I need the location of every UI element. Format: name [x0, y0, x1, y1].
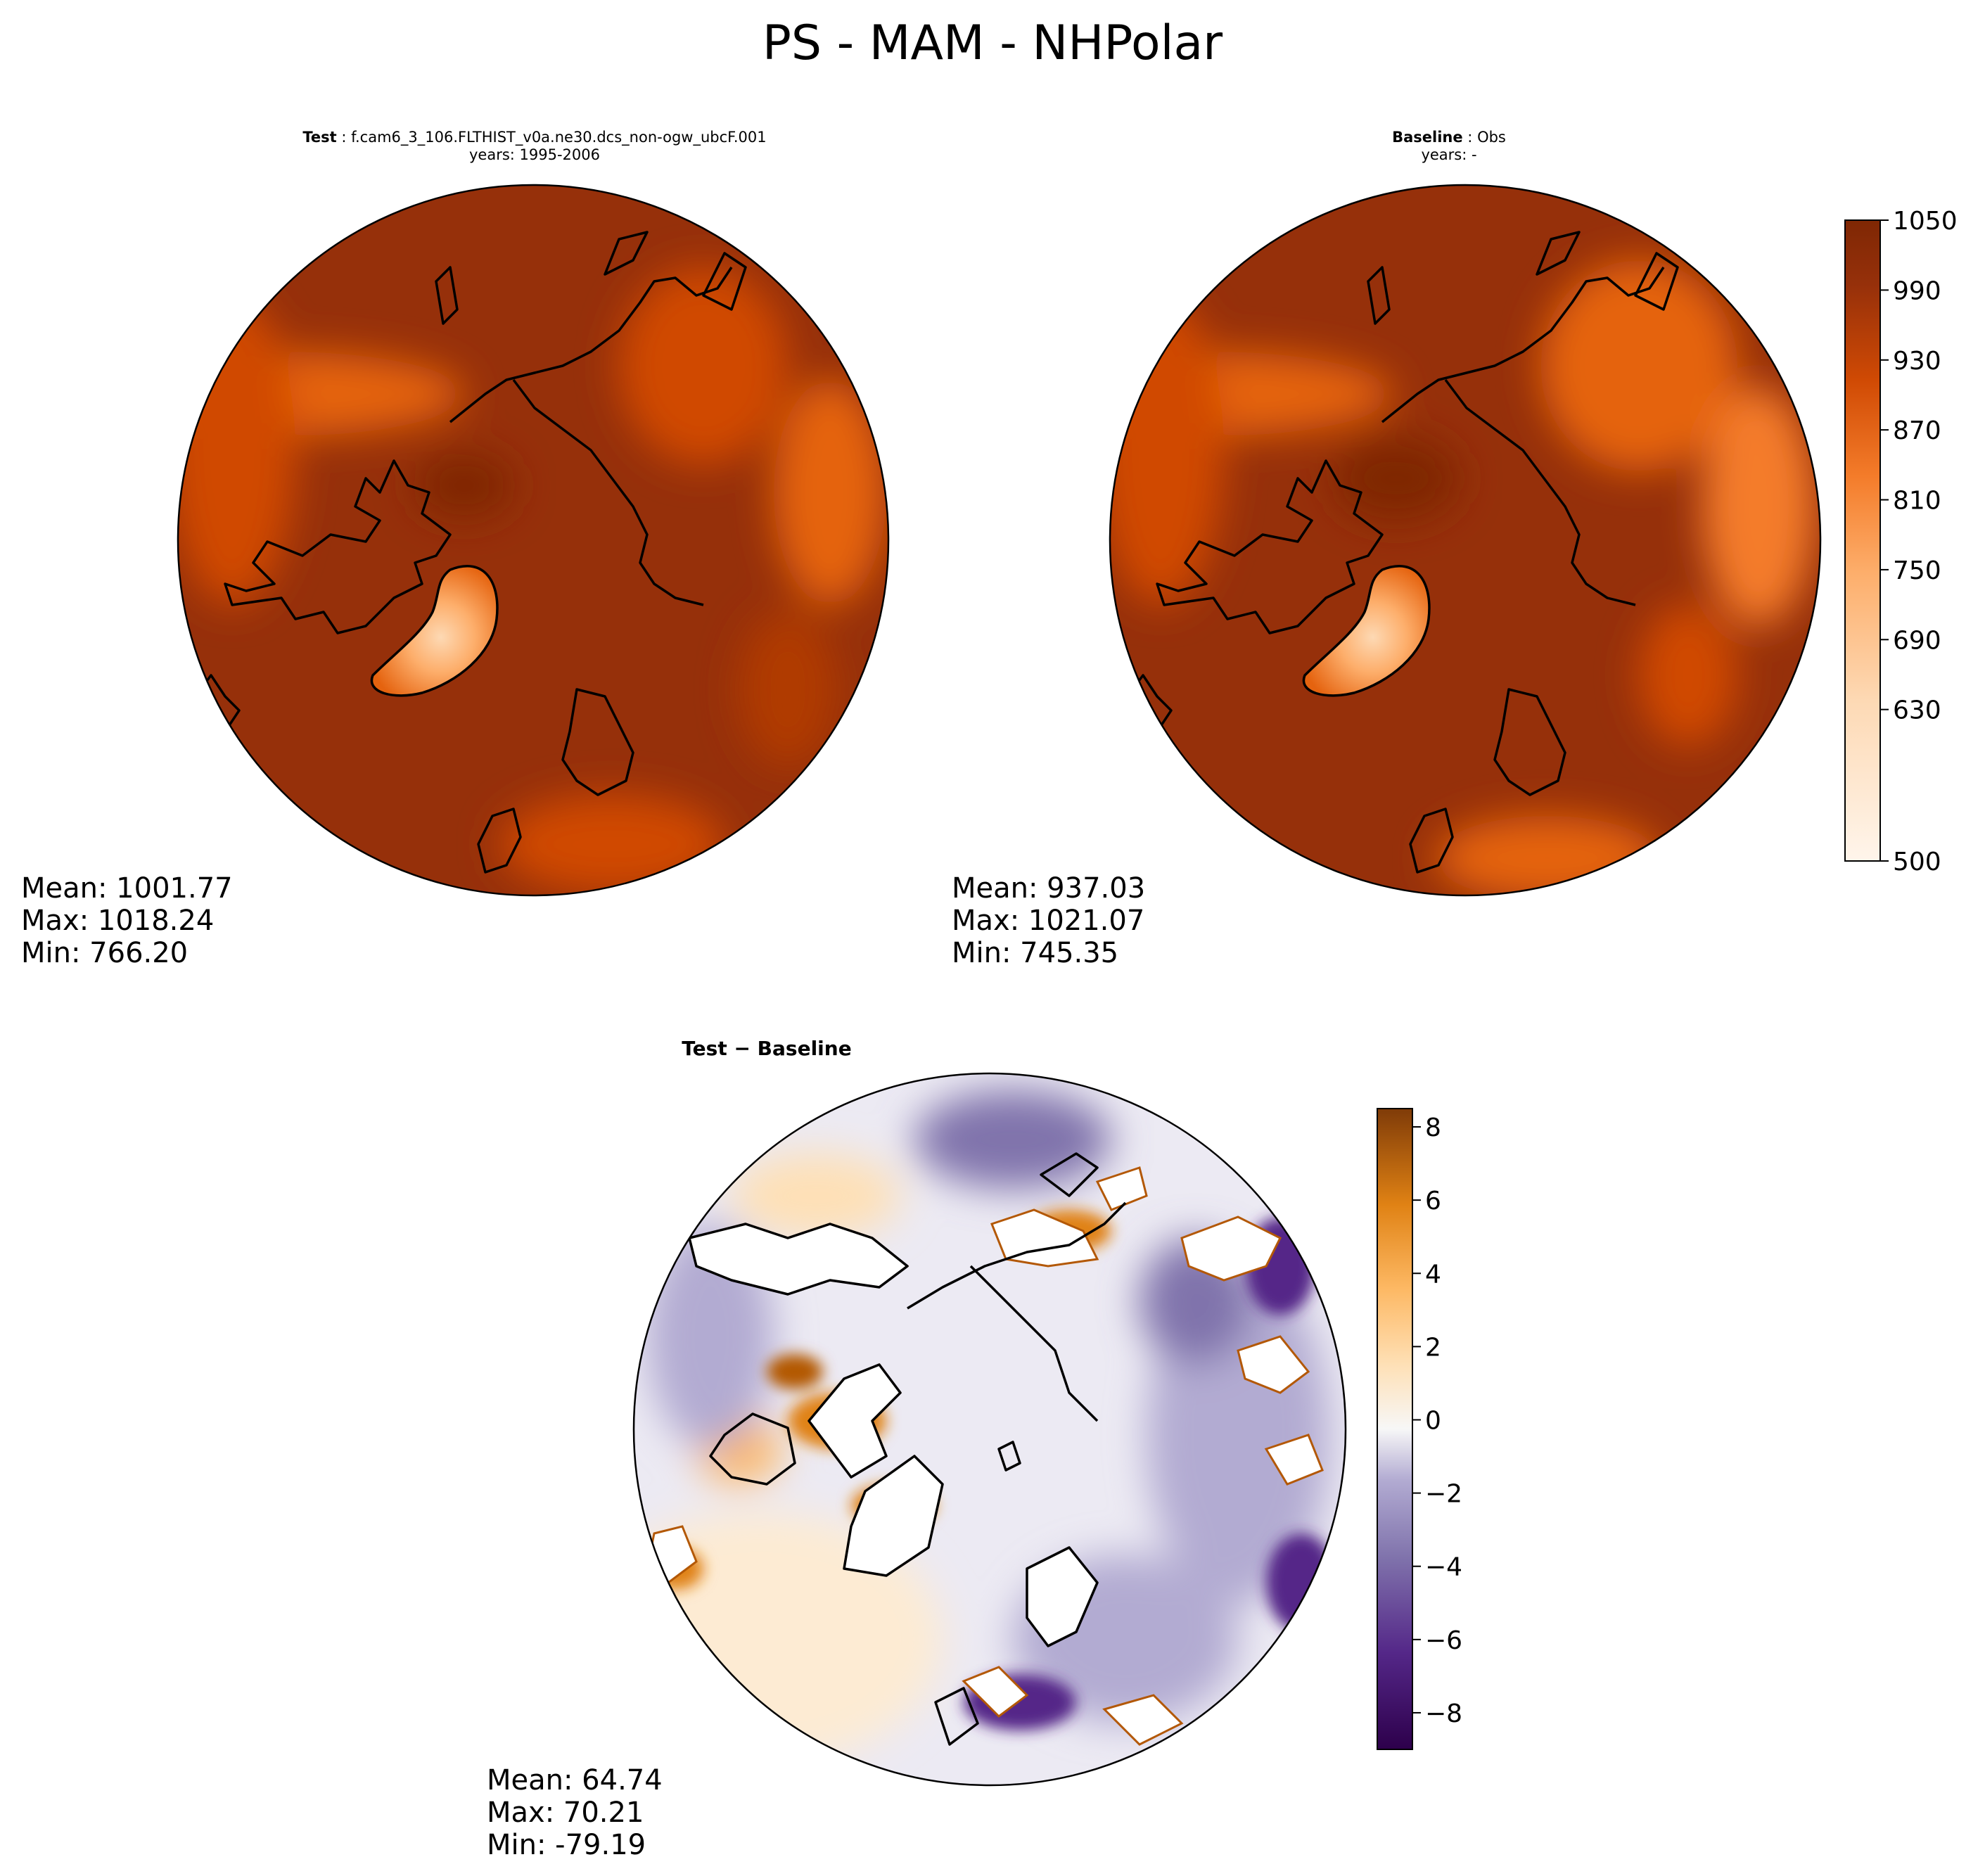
diff-colorbar-tick-label: −8: [1425, 1699, 1462, 1728]
test-years: years: 1995-2006: [468, 146, 600, 163]
diff-mean: Mean: 64.74: [487, 1764, 663, 1797]
diff-colorbar-tick-label: 4: [1425, 1260, 1441, 1289]
ps-colorbar: [1844, 219, 1881, 862]
baseline-panel-title: Baseline : Obs years: -: [1308, 129, 1590, 164]
test-case-name: f.cam6_3_106.FLTHIST_v0a.ne30.dcs_non-og…: [351, 129, 767, 146]
baseline-years: years: -: [1421, 146, 1477, 163]
diff-coastlines: [688, 1152, 1127, 1746]
baseline-mean: Mean: 937.03: [952, 872, 1146, 905]
diff-colorbar-tick-label: 0: [1425, 1406, 1441, 1435]
test-mean: Mean: 1001.77: [21, 872, 233, 905]
diff-colorbar-tick-label: 6: [1425, 1187, 1441, 1215]
baseline-greenland-plateau: [1303, 566, 1429, 696]
diff-colorbar-tick-label: −4: [1425, 1553, 1462, 1582]
baseline-coastlines: [1121, 231, 1679, 874]
test-map: [178, 185, 888, 895]
diff-panel-title: Test − Baseline: [619, 1037, 914, 1060]
test-title-line: Test : f.cam6_3_106.FLTHIST_v0a.ne30.dcs…: [302, 129, 767, 146]
ps-colorbar-tick-label: 690: [1893, 626, 1941, 655]
diff-stats: Mean: 64.74 Max: 70.21 Min: -79.19: [487, 1764, 663, 1861]
baseline-min: Min: 745.35: [952, 937, 1119, 969]
baseline-stats: Mean: 937.03 Max: 1021.07 Min: 745.35: [952, 872, 1145, 969]
test-label: Test: [302, 129, 337, 146]
ps-colorbar-tick-label: 870: [1893, 416, 1941, 445]
test-greenland-plateau: [371, 566, 497, 696]
ps-colorbar-tick-label: 930: [1893, 347, 1941, 376]
ps-colorbar-tick-label: 990: [1893, 276, 1941, 305]
diff-colorbar-tick-label: −6: [1425, 1626, 1462, 1655]
diff-label: Test − Baseline: [682, 1037, 852, 1060]
baseline-label: Baseline: [1392, 129, 1463, 146]
diff-map: [634, 1073, 1346, 1785]
diff-min: Min: -79.19: [487, 1829, 646, 1861]
test-coastlines: [189, 231, 747, 874]
diff-colorbar-tick-label: 2: [1425, 1333, 1441, 1362]
diff-map-border: [632, 1072, 1347, 1787]
ps-colorbar-tick-label: 1050: [1893, 207, 1958, 236]
baseline-case-name: Obs: [1477, 129, 1506, 146]
test-panel-title: Test : f.cam6_3_106.FLTHIST_v0a.ne30.dcs…: [211, 129, 858, 164]
test-stats: Mean: 1001.77 Max: 1018.24 Min: 766.20: [21, 872, 233, 969]
figure-title: PS - MAM - NHPolar: [762, 15, 1223, 71]
diff-colorbar-tick-label: −2: [1425, 1480, 1462, 1509]
diff-max: Max: 70.21: [487, 1797, 644, 1829]
test-min: Min: 766.20: [21, 937, 189, 969]
diff-colorbar: [1377, 1108, 1413, 1750]
diff-colorbar-ticks: −8 −6 −4 −2 0 2 4 6 8: [1412, 1114, 1462, 1728]
ps-colorbar-tick-label: 810: [1893, 487, 1941, 516]
ps-colorbar-ticks: 500 630 690 750 810 870 930 990 1050: [1880, 207, 1958, 876]
baseline-map: [1110, 185, 1820, 895]
baseline-map-border: [1109, 184, 1822, 897]
baseline-title-line: Baseline : Obs: [1392, 129, 1506, 146]
ps-colorbar-tick-label: 750: [1893, 556, 1941, 585]
test-max: Max: 1018.24: [21, 905, 215, 937]
test-map-border: [177, 184, 890, 897]
diff-masked-regions: [646, 1166, 1324, 1746]
baseline-max: Max: 1021.07: [952, 905, 1145, 937]
diff-colorbar-tick-label: 8: [1425, 1114, 1441, 1142]
ps-colorbar-tick-label: 630: [1893, 696, 1941, 725]
ps-colorbar-tick-label: 500: [1893, 848, 1941, 876]
